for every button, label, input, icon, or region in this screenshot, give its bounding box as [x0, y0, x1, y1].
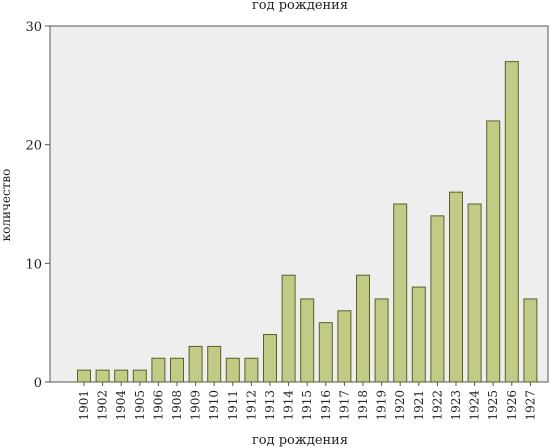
y-axis: 0 10 20 30	[25, 20, 50, 391]
x-tick-label: 1902	[96, 390, 110, 421]
x-tick-label: 1922	[430, 390, 444, 421]
x-tick-label: 1906	[151, 390, 165, 421]
bar-1910	[207, 345, 222, 383]
x-tick-label: 1926	[505, 390, 519, 421]
x-tick-label: 1916	[319, 390, 333, 421]
x-tick-label: 1918	[356, 390, 370, 421]
bar-1902	[95, 369, 110, 383]
x-tick-label: 1914	[282, 390, 296, 421]
bar-1924	[467, 203, 482, 383]
bar-1914	[281, 274, 296, 383]
bar-1917	[337, 310, 352, 383]
x-tick-label: 1921	[412, 390, 426, 421]
bar-1909	[188, 345, 203, 383]
x-tick-label: 1901	[77, 390, 91, 421]
x-tick-label: 1925	[486, 390, 500, 421]
bar-1915	[300, 298, 315, 383]
y-tick-label: 20	[25, 139, 42, 154]
bars-group	[77, 61, 538, 383]
bar-1908	[170, 357, 184, 383]
y-tick-label: 10	[25, 257, 42, 272]
x-tick-label: 1913	[263, 390, 277, 421]
bar-1906	[151, 357, 166, 383]
x-tick-label: 1912	[244, 390, 258, 421]
x-tick-label: 1924	[468, 390, 482, 421]
bar-1905	[132, 369, 147, 383]
y-tick-label: 0	[34, 376, 42, 391]
x-tick-label: 1905	[133, 390, 147, 421]
x-tick-label: 1911	[226, 390, 240, 421]
bar-1916	[318, 322, 333, 383]
x-tick-label: 1920	[393, 390, 407, 421]
bar-1919	[374, 298, 389, 383]
bar-1904	[114, 369, 129, 383]
x-tick-label: 1904	[114, 390, 128, 421]
x-tick-label: 1908	[170, 390, 184, 421]
chart-title: год рождения	[252, 0, 348, 13]
plot-area	[49, 25, 549, 383]
x-tick-label: 1917	[337, 390, 351, 421]
x-tick-label: 1919	[375, 390, 389, 421]
x-tick-label: 1927	[523, 390, 537, 421]
bar-1921	[411, 286, 426, 383]
bar-1913	[263, 334, 277, 383]
bar-1920	[393, 203, 408, 383]
x-tick-label: 1923	[449, 390, 463, 421]
x-tick-label: 1915	[300, 390, 314, 421]
bar-1901	[77, 369, 91, 383]
bar-1927	[523, 298, 538, 383]
y-axis-label: количество	[0, 169, 13, 242]
bar-1911	[225, 357, 240, 383]
x-tick-label: 1909	[189, 390, 203, 421]
x-axis: 1901 1902 1904 1905 1906 1908 1909 1910 1911 1912…	[77, 382, 537, 421]
bar-1925	[486, 120, 501, 383]
bar-1922	[430, 215, 445, 383]
bar-1918	[356, 274, 370, 383]
x-tick-label: 1910	[207, 390, 221, 421]
x-axis-label: год рождения	[252, 433, 348, 448]
bar-1923	[449, 191, 463, 383]
bar-1912	[244, 357, 259, 383]
bar-1926	[504, 61, 519, 383]
y-tick-label: 30	[25, 20, 42, 35]
